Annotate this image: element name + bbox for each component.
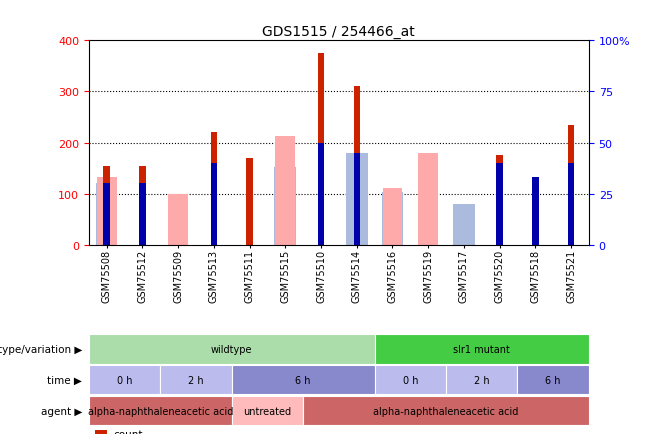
Text: untreated: untreated: [243, 406, 291, 415]
Text: 0 h: 0 h: [403, 375, 418, 385]
Bar: [103, 184, 110, 245]
Bar: [382, 192, 403, 245]
Bar: [139, 184, 145, 245]
Bar: [382, 188, 402, 245]
Text: 2 h: 2 h: [188, 375, 204, 385]
Text: alpha-naphthaleneacetic acid: alpha-naphthaleneacetic acid: [88, 406, 233, 415]
Text: genotype/variation ▶: genotype/variation ▶: [0, 344, 82, 354]
Bar: [353, 87, 360, 245]
Bar: [453, 204, 474, 245]
Bar: [276, 137, 295, 245]
Bar: [346, 153, 368, 245]
Text: 0 h: 0 h: [117, 375, 132, 385]
Bar: [568, 125, 574, 245]
Bar: [168, 194, 188, 245]
Bar: [246, 158, 253, 245]
Bar: [211, 164, 217, 245]
Bar: [568, 164, 574, 245]
Bar: [496, 164, 503, 245]
Title: GDS1515 / 254466_at: GDS1515 / 254466_at: [263, 25, 415, 39]
Bar: [532, 178, 538, 245]
Bar: [318, 54, 324, 245]
Text: 6 h: 6 h: [545, 375, 561, 385]
Bar: [103, 166, 110, 245]
Bar: [211, 133, 217, 245]
Text: agent ▶: agent ▶: [41, 406, 82, 415]
Text: alpha-naphthaleneacetic acid: alpha-naphthaleneacetic acid: [373, 406, 519, 415]
Bar: [418, 153, 438, 245]
Bar: [496, 156, 503, 245]
Bar: [353, 153, 360, 245]
Bar: [318, 143, 324, 245]
Text: wildtype: wildtype: [211, 344, 253, 354]
Text: time ▶: time ▶: [47, 375, 82, 385]
Text: 2 h: 2 h: [474, 375, 490, 385]
Bar: [274, 168, 296, 245]
Bar: [97, 178, 116, 245]
Text: count: count: [114, 429, 143, 434]
Bar: [139, 166, 145, 245]
Text: slr1 mutant: slr1 mutant: [453, 344, 510, 354]
Bar: [96, 184, 118, 245]
Text: 6 h: 6 h: [295, 375, 311, 385]
